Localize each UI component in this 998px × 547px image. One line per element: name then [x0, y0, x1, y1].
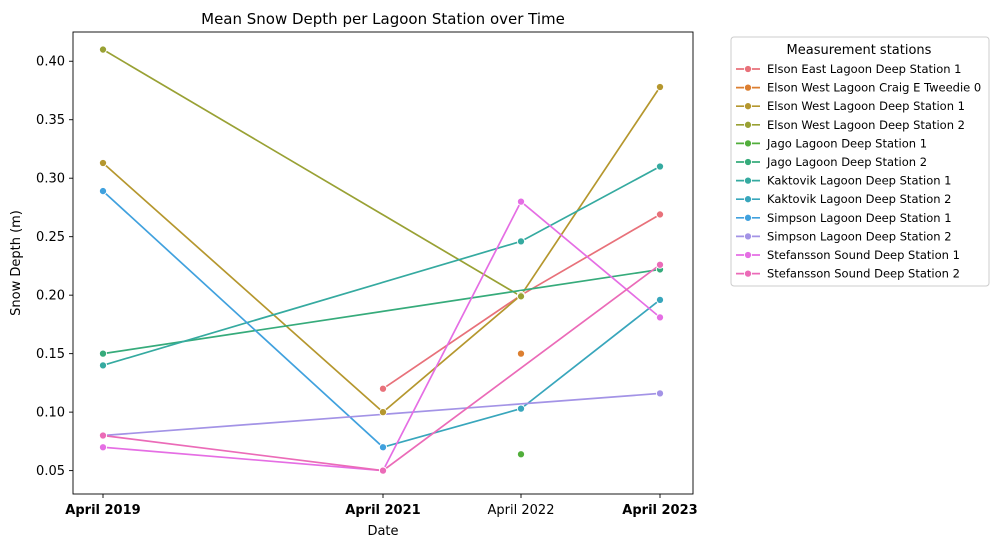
legend-swatch-marker [743, 269, 753, 278]
series-line-3 [102, 48, 522, 298]
legend-label: Jago Lagoon Deep Station 1 [766, 136, 927, 150]
x-axis: April 2019 April 2021 April 2022 April 2023 [65, 494, 698, 518]
legend-label: Elson West Lagoon Deep Station 2 [767, 118, 965, 132]
series-line-7 [382, 299, 661, 449]
legend-swatch-marker [743, 232, 753, 241]
legend-swatch-marker [743, 139, 753, 148]
data-point [98, 45, 108, 54]
x-tick-label: April 2019 [65, 503, 140, 518]
x-tick-label: April 2021 [345, 503, 420, 518]
data-point [655, 162, 665, 171]
legend-item: Elson West Lagoon Deep Station 1 [736, 99, 965, 113]
y-tick-label: 0.25 [36, 230, 65, 245]
data-point [655, 260, 665, 269]
legend-item: Kaktovik Lagoon Deep Station 1 [736, 174, 952, 188]
y-tick-label: 0.15 [36, 347, 65, 362]
data-point [98, 158, 108, 168]
legend-frame [730, 36, 990, 287]
legend-label: Elson East Lagoon Deep Station 1 [767, 62, 962, 76]
legend-label: Simpson Lagoon Deep Station 2 [767, 229, 952, 243]
plot-area [72, 31, 694, 495]
legend-swatch-marker [743, 250, 753, 260]
data-point [98, 361, 108, 370]
legend-label: Kaktovik Lagoon Deep Station 2 [767, 192, 952, 206]
y-axis: 0.05 0.10 0.15 0.20 0.25 0.30 0.35 0.40 [36, 55, 73, 479]
data-point [98, 187, 108, 196]
data-point [98, 443, 108, 452]
data-point [655, 82, 665, 92]
series-line-5 [102, 268, 661, 355]
data-point [516, 349, 526, 358]
legend-items: Elson East Lagoon Deep Station 1 Elson We… [736, 62, 981, 281]
legend-label: Simpson Lagoon Deep Station 1 [767, 211, 952, 225]
legend-swatch-marker [743, 120, 753, 129]
series-line-8 [102, 190, 384, 448]
legend-item: Stefansson Sound Deep Station 1 [736, 248, 960, 262]
x-tick-label: April 2023 [622, 503, 697, 518]
plot-frame [72, 31, 694, 495]
data-point [378, 443, 388, 452]
series-points [98, 45, 665, 475]
data-point [655, 210, 665, 219]
y-tick-label: 0.35 [36, 113, 65, 128]
legend-swatch-marker [743, 64, 753, 74]
legend-swatch-marker [743, 176, 753, 185]
data-point [516, 292, 526, 301]
data-point [378, 384, 388, 393]
data-point [378, 408, 388, 417]
legend-item: Jago Lagoon Deep Station 2 [736, 155, 927, 169]
data-point [655, 389, 665, 398]
y-axis-label: Snow Depth (m) [9, 210, 24, 316]
data-point [98, 349, 108, 358]
x-tick-label: April 2022 [488, 503, 555, 518]
y-tick-label: 0.10 [36, 406, 65, 421]
legend-swatch-marker [743, 102, 753, 111]
legend-label: Kaktovik Lagoon Deep Station 1 [767, 174, 952, 188]
data-point [516, 197, 526, 206]
y-tick-label: 0.40 [36, 55, 65, 70]
legend-label: Stefansson Sound Deep Station 2 [767, 267, 960, 281]
legend-item: Jago Lagoon Deep Station 1 [736, 136, 927, 150]
legend-swatch-marker [743, 213, 753, 222]
legend-item: Elson East Lagoon Deep Station 1 [736, 62, 962, 76]
y-tick-label: 0.30 [36, 172, 65, 187]
legend-label: Jago Lagoon Deep Station 2 [766, 155, 927, 169]
data-point [516, 450, 526, 459]
series-line-11 [102, 264, 661, 472]
data-point [655, 295, 665, 304]
legend-title: Measurement stations [787, 43, 932, 58]
legend-swatch-marker [743, 157, 753, 167]
series-line-6 [102, 165, 661, 367]
y-tick-label: 0.05 [36, 464, 65, 479]
legend-label: Elson West Lagoon Deep Station 1 [767, 99, 965, 113]
y-tick-label: 0.20 [36, 289, 65, 304]
legend-item: Simpson Lagoon Deep Station 1 [736, 211, 952, 225]
legend-item: Simpson Lagoon Deep Station 2 [736, 229, 952, 243]
legend: Measurement stations Elson East Lagoon D… [730, 36, 990, 287]
legend-item: Stefansson Sound Deep Station 2 [736, 267, 960, 281]
series-lines [102, 48, 661, 472]
series-line-10 [102, 200, 661, 472]
legend-swatch-marker [743, 195, 753, 204]
legend-item: Elson West Lagoon Deep Station 2 [736, 118, 965, 132]
legend-label: Stefansson Sound Deep Station 1 [767, 248, 960, 262]
legend-label: Elson West Lagoon Craig E Tweedie 0 [767, 81, 981, 95]
data-point [655, 313, 665, 322]
data-point [98, 431, 108, 440]
legend-item: Elson West Lagoon Craig E Tweedie 0 [736, 81, 981, 95]
legend-swatch-marker [743, 83, 753, 92]
legend-item: Kaktovik Lagoon Deep Station 2 [736, 192, 952, 206]
data-point [516, 404, 526, 413]
series-line-2 [102, 86, 661, 414]
data-point [378, 466, 388, 475]
x-axis-label: Date [367, 524, 398, 539]
data-point [516, 237, 526, 246]
chart-title: Mean Snow Depth per Lagoon Station over … [201, 10, 565, 28]
